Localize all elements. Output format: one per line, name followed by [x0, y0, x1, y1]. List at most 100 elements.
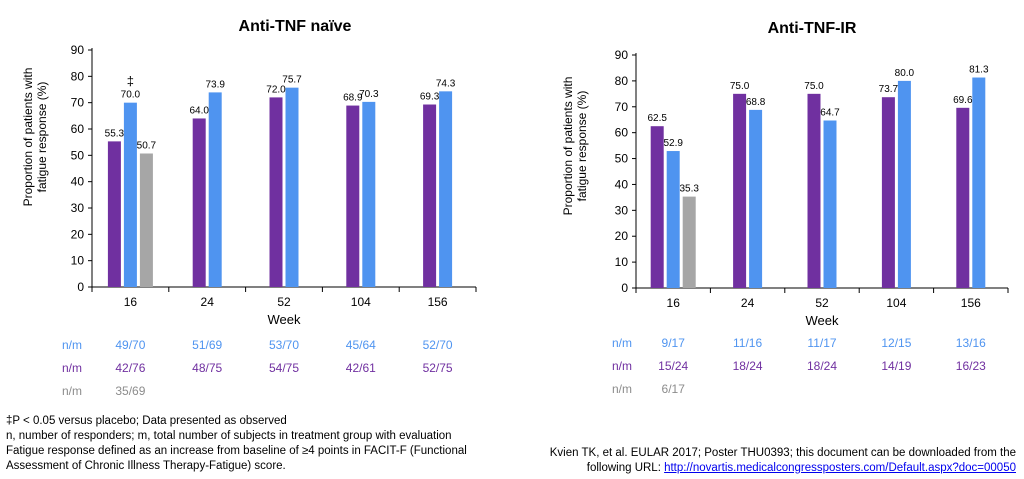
nm-value: 51/69	[192, 338, 222, 352]
y-tick-label: 70	[615, 100, 629, 114]
x-axis-label: Week	[268, 312, 301, 327]
x-tick-label: 156	[428, 295, 448, 309]
bar-purple	[733, 93, 747, 288]
bar-value-label-purple: 69.6	[953, 95, 973, 106]
nm-value: 49/70	[115, 338, 145, 352]
y-tick-label: 30	[71, 201, 85, 215]
footnotes: ‡P < 0.05 versus placebo; Data presented…	[6, 414, 506, 474]
bar-value-label-purple: 69.3	[420, 92, 440, 103]
bar-value-label-blue: 70.3	[359, 89, 379, 100]
y-tick-label: 90	[71, 43, 85, 57]
bar-value-label-blue: 75.7	[282, 75, 302, 86]
citation: Kvien TK, et al. EULAR 2017; Poster THU0…	[528, 446, 1016, 476]
bar-value-label-purple: 72.0	[266, 84, 286, 95]
bar-value-label-blue: 52.9	[663, 138, 683, 149]
y-axis-label: fatigue response (%)	[575, 91, 589, 202]
x-tick-label: 16	[124, 295, 138, 309]
nm-value: 53/70	[269, 338, 299, 352]
nm-row-label: n/m	[62, 361, 82, 375]
nm-value: 15/24	[658, 359, 688, 373]
footnote-response-definition-2: Assessment of Chronic Illness Therapy-Fa…	[6, 460, 286, 472]
x-tick-label: 52	[815, 296, 829, 310]
citation-url-line: following URL: http://novartis.medicalco…	[528, 461, 1016, 476]
nm-value: 11/17	[807, 336, 836, 350]
bar-purple	[346, 105, 360, 288]
bar-value-label-purple: 62.5	[647, 113, 667, 124]
bar-blue	[823, 120, 837, 288]
x-tick-label: 16	[667, 296, 681, 310]
y-tick-label: 20	[615, 229, 629, 243]
bar-blue	[749, 109, 763, 288]
x-axis-label: Week	[806, 313, 839, 328]
nm-row-label: n/m	[612, 359, 632, 373]
bar-value-label-blue: 68.8	[746, 97, 766, 108]
y-tick-label: 70	[71, 96, 85, 110]
nm-value: 42/76	[115, 361, 145, 375]
nm-value: 6/17	[662, 382, 686, 396]
y-axis-label: Proportion of patients with	[561, 77, 575, 216]
bar-value-label-gray: 50.7	[137, 140, 157, 151]
bar-purple	[650, 126, 664, 288]
nm-value: 18/24	[733, 359, 763, 373]
bar-gray	[682, 196, 696, 288]
y-axis-label: Proportion of patients with	[21, 68, 35, 207]
bar-value-label-blue: 81.3	[969, 65, 989, 76]
bar-purple	[192, 118, 206, 287]
bar-value-label-purple: 75.0	[804, 81, 824, 92]
nm-value: 42/61	[346, 361, 376, 375]
bar-blue	[897, 80, 911, 288]
x-tick-label: 156	[961, 296, 981, 310]
y-tick-label: 20	[71, 227, 85, 241]
x-tick-label: 52	[277, 295, 291, 309]
x-tick-label: 24	[741, 296, 755, 310]
bar-blue	[666, 151, 680, 288]
y-tick-label: 0	[621, 281, 628, 295]
nm-value: 9/17	[662, 336, 686, 350]
y-tick-label: 10	[71, 254, 85, 268]
bar-blue	[972, 77, 986, 288]
bar-blue	[123, 102, 137, 288]
bar-purple	[956, 107, 970, 289]
y-tick-label: 60	[71, 122, 85, 136]
nm-value: 54/75	[269, 361, 299, 375]
citation-url-prefix: following URL:	[586, 462, 665, 474]
bar-value-label-purple: 75.0	[730, 81, 750, 92]
bar-purple	[269, 97, 283, 288]
bar-blue	[208, 92, 222, 287]
bar-blue	[439, 91, 453, 288]
bar-value-label-purple: 73.7	[879, 84, 899, 95]
bar-value-label-blue: 73.9	[205, 79, 225, 90]
nm-value: 14/19	[881, 359, 911, 373]
citation-url-link[interactable]: http://novartis.medicalcongressposters.c…	[664, 462, 1016, 474]
nm-value: 52/70	[423, 338, 453, 352]
x-tick-label: 104	[351, 295, 371, 309]
y-axis-label: fatigue response (%)	[35, 82, 49, 193]
bar-purple	[807, 93, 821, 288]
bar-value-label-gray: 35.3	[679, 184, 699, 195]
y-tick-label: 30	[615, 203, 629, 217]
citation-text: Kvien TK, et al. EULAR 2017; Poster THU0…	[549, 447, 1016, 459]
y-tick-label: 50	[71, 148, 85, 162]
y-tick-label: 80	[71, 69, 85, 83]
bar-purple	[423, 104, 437, 287]
bar-value-label-purple: 64.0	[189, 105, 209, 116]
x-tick-label: 24	[201, 295, 215, 309]
nm-value: 52/75	[423, 361, 453, 375]
y-tick-label: 50	[615, 152, 629, 166]
nm-row-label: n/m	[62, 338, 82, 352]
y-tick-label: 40	[615, 177, 629, 191]
y-tick-label: 80	[615, 74, 629, 88]
nm-value: 18/24	[807, 359, 837, 373]
footnote-significance: ‡P < 0.05 versus placebo; Data presented…	[6, 415, 287, 427]
nm-row-label: n/m	[612, 336, 632, 350]
nm-row-label: n/m	[612, 382, 632, 396]
bar-blue	[285, 87, 299, 287]
bar-value-label-blue: 80.0	[895, 68, 915, 79]
bar-gray	[139, 153, 153, 287]
nm-value: 13/16	[956, 336, 986, 350]
bar-value-label-blue: 74.3	[436, 78, 456, 89]
nm-value: 35/69	[115, 384, 145, 398]
bar-value-label-purple: 68.9	[343, 93, 363, 104]
y-tick-label: 60	[615, 126, 629, 140]
